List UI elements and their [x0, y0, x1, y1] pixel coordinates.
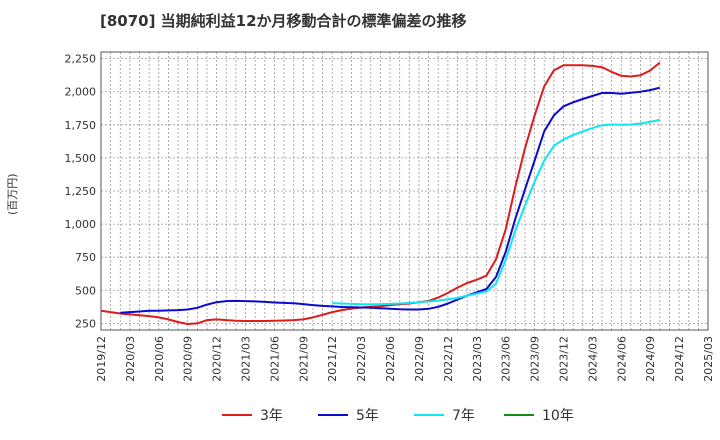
legend-swatch — [504, 414, 534, 416]
legend-label: 5年 — [356, 408, 379, 424]
x-tick-label: 2025/03 — [702, 336, 715, 382]
legend-item-3: 10年 — [504, 404, 574, 426]
x-tick-label: 2021/12 — [326, 336, 339, 382]
y-tick-label: 250 — [75, 317, 96, 330]
y-tick-labels: 250 500 750 1,000 1,250 1,500 1,750 2,000 2,250 — [65, 53, 97, 331]
y-tick-label: 1,250 — [65, 185, 97, 198]
x-tick-label: 2021/03 — [240, 336, 253, 382]
y-tick-label: 1,750 — [65, 119, 97, 132]
x-tick-label: 2020/09 — [182, 336, 195, 382]
plot-border — [100, 51, 709, 331]
x-tick-label: 2022/03 — [355, 336, 368, 382]
y-tick-label: 2,000 — [65, 86, 97, 99]
y-tick-label: 1,500 — [65, 152, 97, 165]
x-tick-label: 2021/06 — [268, 336, 281, 382]
x-tick-label: 2023/03 — [471, 336, 484, 382]
x-tick-label: 2023/09 — [529, 336, 542, 382]
x-tick-label: 2020/12 — [211, 336, 224, 382]
plot-frame — [100, 51, 709, 331]
legend-item-2: 7年 — [414, 404, 475, 426]
legend-label: 3年 — [260, 408, 283, 424]
y-tick-label: 1,000 — [65, 218, 97, 231]
x-tick-label: 2020/03 — [124, 336, 137, 382]
series-line-0 — [100, 61, 661, 325]
x-tick-label: 2023/06 — [500, 336, 513, 382]
y-tick-label: 2,250 — [65, 53, 97, 66]
series-line-2 — [332, 118, 661, 306]
x-tick-label: 2020/06 — [153, 336, 166, 382]
x-tick-label: 2023/12 — [557, 336, 570, 382]
x-tick-label: 2022/06 — [384, 336, 397, 382]
x-tick-labels: 2019/12 2020/03 2020/06 2020/09 2020/12 2021/… — [95, 336, 715, 382]
y-tick-label: 500 — [75, 284, 96, 297]
line-chart: 2505007501,0001,2501,5001,7502,0002,250 … — [65, 51, 715, 382]
legend: 3年 5年 7年 10年 — [0, 404, 720, 426]
legend-swatch — [318, 414, 348, 416]
y-tick-label: 750 — [75, 251, 96, 264]
legend-item-1: 5年 — [318, 404, 379, 426]
chart-title: [8070] 当期純利益12か月移動合計の標準偏差の推移 — [100, 12, 467, 30]
x-tick-label: 2024/12 — [673, 336, 686, 382]
legend-label: 10年 — [542, 408, 574, 424]
legend-item-0: 3年 — [222, 404, 283, 426]
x-tick-label: 2019/12 — [95, 336, 108, 382]
x-tick-label: 2024/03 — [586, 336, 599, 382]
legend-swatch — [222, 414, 252, 416]
x-tick-label: 2022/12 — [442, 336, 455, 382]
legend-label: 7年 — [452, 408, 475, 424]
series-line-1 — [120, 86, 661, 314]
x-tick-label: 2024/06 — [615, 336, 628, 382]
legend-swatch — [414, 414, 444, 416]
series-lines — [100, 61, 661, 325]
x-tick-label: 2022/09 — [413, 336, 426, 382]
x-tick-label: 2024/09 — [644, 336, 657, 382]
x-tick-label: 2021/09 — [297, 336, 310, 382]
